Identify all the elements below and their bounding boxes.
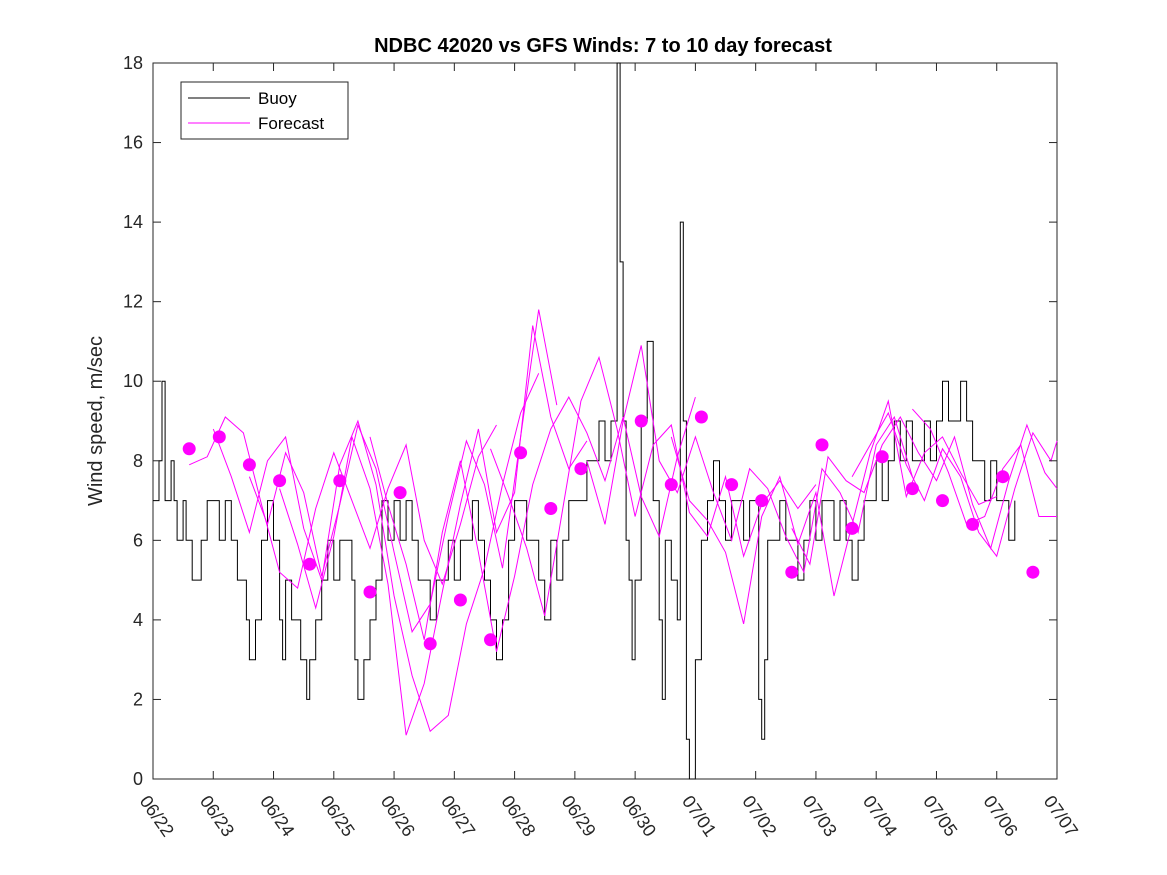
forecast-marker <box>514 446 528 460</box>
y-tick-label: 4 <box>133 610 143 630</box>
forecast-marker <box>845 521 859 535</box>
forecast-line <box>912 408 1057 526</box>
y-axis-label: Wind speed, m/sec <box>85 336 107 506</box>
forecast-marker <box>363 585 377 599</box>
forecast-line <box>586 345 913 574</box>
forecast-marker <box>273 474 287 488</box>
forecast-marker <box>303 557 317 571</box>
y-tick-label: 14 <box>123 212 143 232</box>
forecast-marker <box>1026 565 1040 579</box>
forecast-marker <box>544 502 558 515</box>
forecast-markers <box>182 410 1040 651</box>
forecast-line <box>791 415 1058 566</box>
y-tick-label: 12 <box>123 292 143 312</box>
forecast-marker <box>423 637 437 651</box>
y-tick-label: 6 <box>133 530 143 550</box>
y-tick-label: 16 <box>123 133 143 153</box>
forecast-marker <box>242 458 256 472</box>
y-tick-label: 18 <box>123 53 143 73</box>
forecast-marker <box>574 462 588 476</box>
forecast-marker <box>664 478 678 492</box>
forecast-marker <box>182 442 196 456</box>
forecast-marker <box>212 430 226 444</box>
forecast-marker <box>333 474 347 488</box>
forecast-line <box>851 411 1058 558</box>
forecast-series <box>188 309 1058 736</box>
legend-buoy-label: Buoy <box>258 89 297 108</box>
legend-box <box>180 81 349 140</box>
forecast-marker <box>393 486 407 500</box>
forecast-marker <box>996 470 1010 484</box>
forecast-line <box>670 399 997 625</box>
y-tick-label: 2 <box>133 689 143 709</box>
forecast-marker <box>725 478 739 492</box>
forecast-marker <box>936 494 949 508</box>
legend: Buoy Forecast <box>180 81 349 140</box>
forecast-marker <box>453 593 467 607</box>
forecast-line <box>212 373 540 733</box>
forecast-marker <box>785 565 799 579</box>
y-tick-label: 10 <box>123 371 143 391</box>
forecast-marker <box>634 414 648 428</box>
forecast-marker <box>966 517 980 531</box>
plot-area <box>152 62 1058 780</box>
forecast-marker <box>815 438 829 452</box>
forecast-line <box>369 396 696 652</box>
chart-title: NDBC 42020 vs GFS Winds: 7 to 10 day for… <box>374 35 832 57</box>
forecast-line <box>248 309 558 634</box>
y-tick-label: 8 <box>133 451 143 471</box>
forecast-marker <box>755 494 769 508</box>
forecast-line <box>279 325 588 736</box>
forecast-marker <box>875 450 889 464</box>
forecast-marker <box>905 482 919 496</box>
legend-forecast-label: Forecast <box>258 114 324 133</box>
forecast-marker <box>484 633 497 647</box>
y-tick-label: 0 <box>133 769 143 789</box>
y-axis: 0 2 4 6 8 10 12 14 16 18 <box>123 53 1057 789</box>
forecast-marker <box>694 410 708 424</box>
